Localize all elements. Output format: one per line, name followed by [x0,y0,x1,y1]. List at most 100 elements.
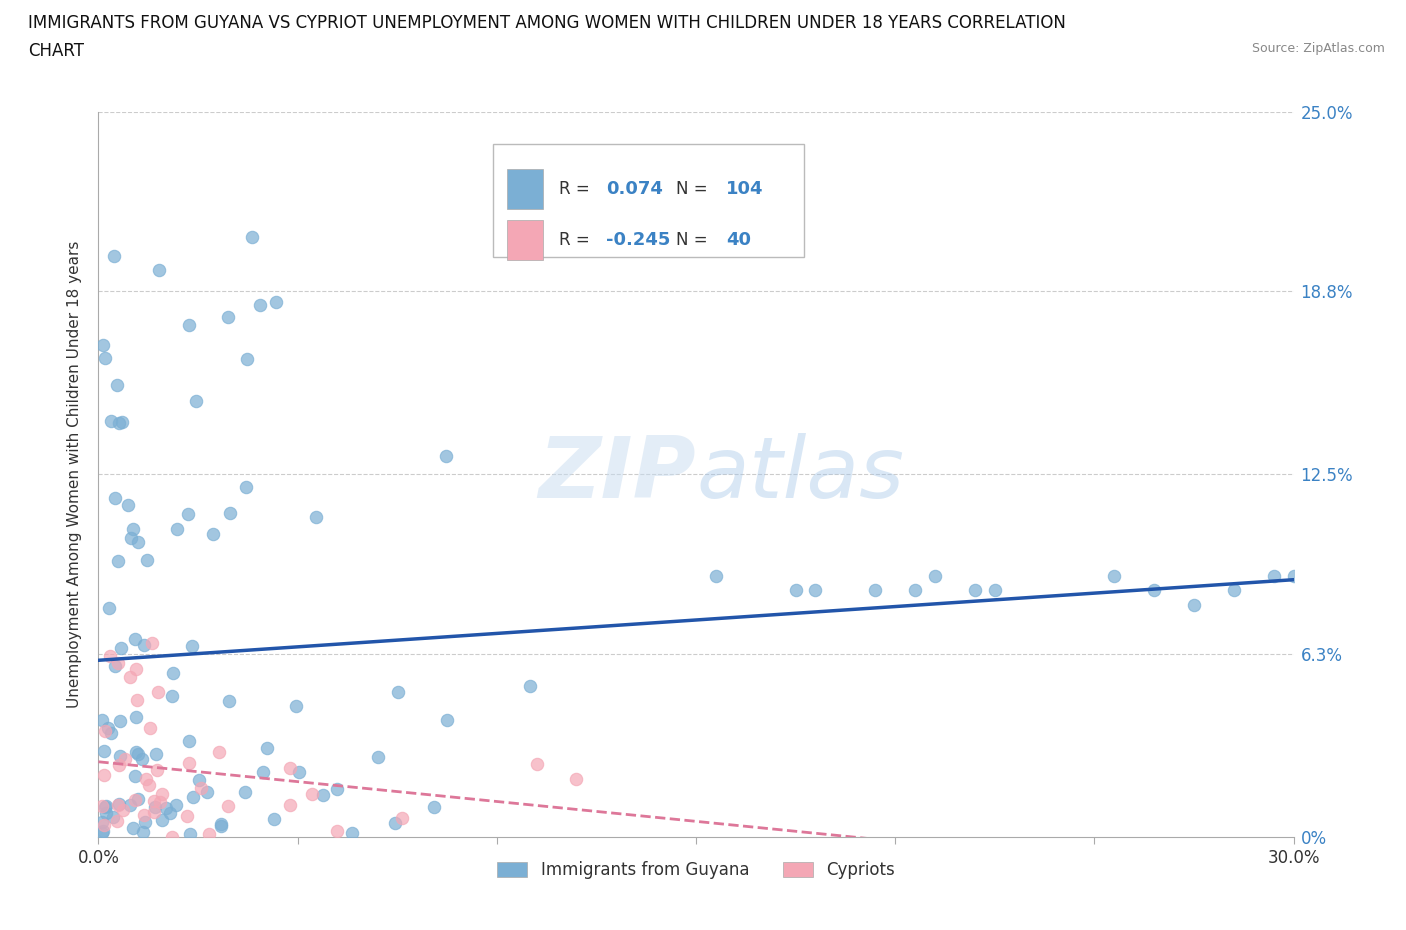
Point [121,820,143,835]
Point [124,661,146,676]
Point [301,787,323,802]
Point [159,805,181,820]
Text: CHART: CHART [28,42,84,60]
Point [93,818,115,833]
Point [162,666,184,681]
Point [104,491,127,506]
Point [104,658,127,673]
Point [132,638,155,653]
Point [107,796,129,811]
Point [236,352,259,366]
Point [138,777,160,792]
FancyBboxPatch shape [494,144,804,257]
Point [179,317,201,332]
Point [387,684,409,699]
Point [100,725,122,740]
Point [326,782,349,797]
Point [142,804,165,819]
Point [108,749,131,764]
Point [804,583,827,598]
Point [111,414,134,429]
Point [434,448,457,463]
Point [391,811,413,826]
Point [367,750,389,764]
Text: Source: ZipAtlas.com: Source: ZipAtlas.com [1251,42,1385,55]
Point [195,784,218,799]
Point [342,825,364,840]
Point [93,744,115,759]
Point [904,583,927,598]
Point [190,780,212,795]
Point [124,631,146,646]
Point [252,764,274,779]
Point [176,808,198,823]
Point [287,764,309,779]
Point [124,710,146,724]
Point [127,535,149,550]
Point [240,230,263,245]
Point [120,670,142,684]
Point [198,827,221,842]
Point [519,678,541,693]
Point [160,688,183,703]
Point [278,761,301,776]
Point [107,553,129,568]
Point [135,771,157,786]
Point [94,805,117,820]
Point [565,772,588,787]
Text: N =: N = [676,231,713,249]
Point [105,378,128,392]
Point [1263,568,1285,583]
Point [124,792,146,807]
Point [107,656,129,671]
Point [249,297,271,312]
Point [97,601,120,616]
Point [326,824,349,839]
Point [266,295,288,310]
Point [924,568,946,583]
Point [127,746,149,761]
Point [107,797,129,812]
Point [118,798,141,813]
Point [124,745,146,760]
Point [165,797,187,812]
Point [125,692,148,707]
Point [177,756,200,771]
Point [1223,583,1246,598]
Point [785,583,807,598]
Point [1143,583,1166,598]
Text: ZIP: ZIP [538,432,696,516]
Point [984,583,1007,598]
Point [134,807,156,822]
Point [188,773,211,788]
Text: R =: R = [558,180,595,198]
Point [143,800,166,815]
Text: IMMIGRANTS FROM GUYANA VS CYPRIOT UNEMPLOYMENT AMONG WOMEN WITH CHILDREN UNDER 1: IMMIGRANTS FROM GUYANA VS CYPRIOT UNEMPL… [28,14,1066,32]
Point [150,813,173,828]
Text: N =: N = [676,180,713,198]
FancyBboxPatch shape [508,169,543,209]
Point [91,713,114,728]
Point [305,510,328,525]
Text: 0.074: 0.074 [606,180,664,198]
Point [94,800,117,815]
Point [150,787,173,802]
Point [155,801,177,816]
Point [145,747,167,762]
Point [148,262,170,277]
Point [91,799,114,814]
Text: 104: 104 [725,180,763,198]
Point [142,794,165,809]
Point [1104,568,1126,583]
Point [105,814,128,829]
Text: 40: 40 [725,231,751,249]
Legend: Immigrants from Guyana, Cypriots: Immigrants from Guyana, Cypriots [498,861,894,880]
Point [384,816,406,830]
Point [235,479,257,494]
Point [179,827,201,842]
Point [94,351,117,365]
Point [94,798,117,813]
Point [110,641,132,656]
Point [117,498,139,512]
Text: atlas: atlas [696,432,904,516]
